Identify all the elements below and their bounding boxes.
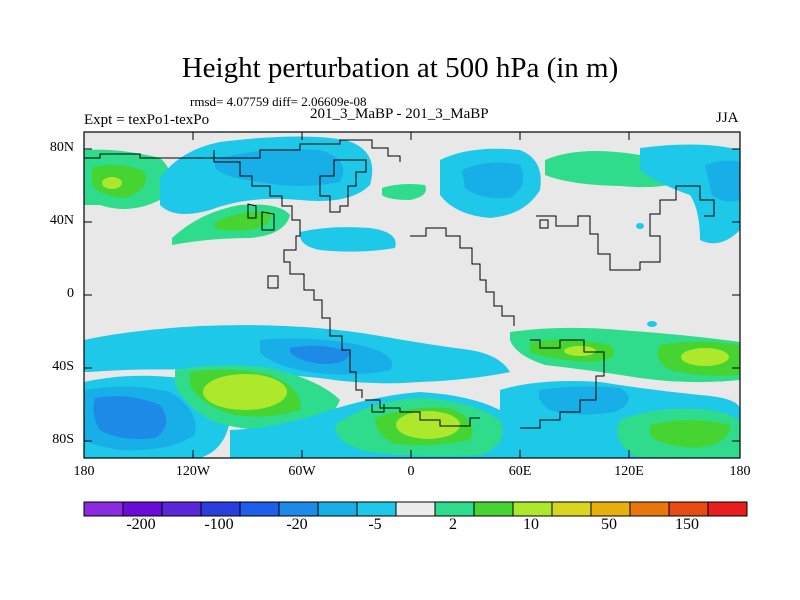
contour-small-blob	[647, 321, 657, 327]
colorbar-box	[629, 501, 670, 517]
colorbar-box	[122, 501, 163, 517]
figure-title: Height perturbation at 500 hPa (in m)	[181, 52, 619, 84]
colorbar-box	[512, 501, 553, 517]
colorbar-box	[434, 501, 475, 517]
experiment-label: Expt = texPo1-texPo	[84, 112, 210, 128]
colorbar-box	[83, 501, 124, 517]
y-label-80n: 80N	[49, 140, 74, 155]
x-label-120e: 120E	[614, 464, 644, 479]
contour-north-blue-2	[299, 227, 396, 252]
x-label-60e: 60E	[508, 464, 532, 479]
coastlines	[84, 139, 715, 429]
colorbar-box	[161, 501, 202, 517]
contour-north-green-small	[382, 184, 426, 200]
contour-fs-peak-1	[203, 374, 287, 410]
contour-north-blue-east-inner	[705, 160, 740, 202]
colorbar-box	[707, 501, 748, 517]
y-label-40n: 40N	[49, 213, 74, 228]
colorbar-box	[473, 501, 514, 517]
contour-north-green-mid-core	[215, 211, 271, 231]
contour-south-west-blue	[84, 345, 110, 370]
season-label: JJA	[716, 110, 739, 126]
stats-label: rmsd= 4.07759 diff= 2.06609e-08	[190, 94, 367, 109]
colorbar-label-neg100: -100	[204, 516, 234, 533]
y-label-0: 0	[67, 286, 74, 301]
colorbar-label-neg20: -20	[286, 516, 308, 533]
colorbar-label-2: 2	[449, 516, 457, 533]
contour-south-blue-band-core	[290, 345, 350, 365]
colorbar-label-150: 150	[675, 516, 699, 533]
contour-field	[84, 132, 740, 458]
colorbar-label-neg200: -200	[126, 516, 156, 533]
colorbar-box	[590, 501, 631, 517]
x-label-120w: 120W	[175, 464, 211, 479]
contour-se-peak-2	[681, 348, 729, 366]
y-label-80s: 80S	[52, 432, 74, 447]
contour-fs-peak-2	[396, 411, 460, 439]
colorbar-label-50: 50	[601, 516, 617, 533]
contour-se-peak-1	[564, 346, 596, 356]
x-label-180-west: 180	[73, 464, 95, 479]
contour-far-south-blue-west-core	[93, 396, 167, 439]
colorbar	[83, 501, 748, 517]
colorbar-box	[356, 501, 397, 517]
x-label-180-east: 180	[729, 464, 751, 479]
colorbar-box	[239, 501, 280, 517]
contour-nw-peak	[102, 177, 122, 189]
colorbar-box	[551, 501, 592, 517]
axis-ticks	[84, 132, 740, 458]
colorbar-box	[278, 501, 319, 517]
runs-label: 201_3_MaBP - 201_3_MaBP	[310, 106, 489, 122]
contour-far-south-green-east-core	[650, 420, 730, 448]
y-label-40s: 40S	[52, 359, 74, 374]
contour-north-blue-3-inner	[462, 162, 524, 199]
colorbar-label-10: 10	[523, 516, 539, 533]
colorbar-box	[395, 501, 436, 517]
contour-small-blob-2	[636, 223, 644, 229]
colorbar-box	[668, 501, 709, 517]
x-label-60w: 60W	[288, 464, 316, 479]
x-label-0: 0	[407, 464, 415, 479]
colorbar-box	[200, 501, 241, 517]
colorbar-label-neg5: -5	[368, 516, 382, 533]
colorbar-box	[317, 501, 358, 517]
